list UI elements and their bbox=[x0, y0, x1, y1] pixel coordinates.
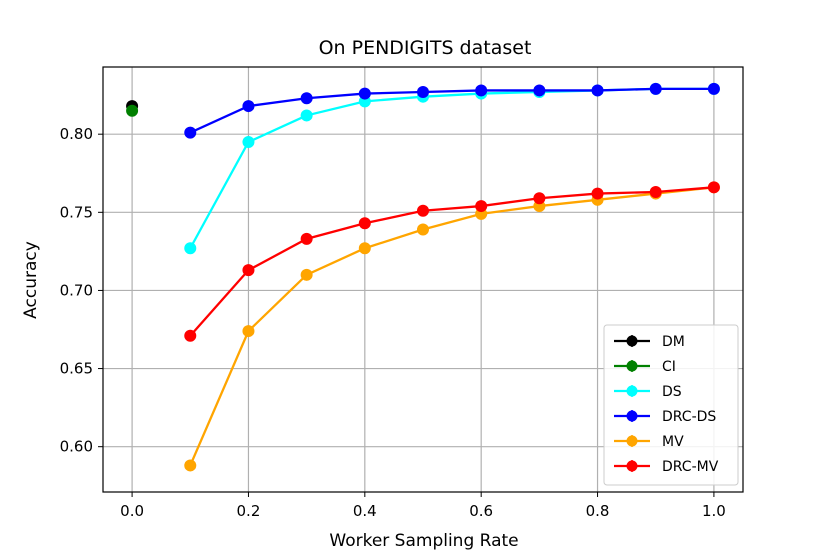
y-tick-label: 0.60 bbox=[60, 438, 93, 456]
data-point-mv bbox=[184, 459, 197, 472]
data-point-drc-ds bbox=[417, 86, 429, 98]
x-axis-label: Worker Sampling Rate bbox=[329, 531, 518, 551]
data-point-mv bbox=[300, 268, 313, 281]
legend-marker bbox=[626, 385, 638, 397]
data-point-drc-ds bbox=[707, 82, 720, 95]
data-point-drc-mv bbox=[707, 181, 720, 194]
legend-marker bbox=[626, 360, 638, 372]
series-ci bbox=[126, 104, 139, 117]
data-point-drc-mv bbox=[475, 200, 488, 213]
series-group bbox=[126, 82, 720, 472]
data-point-mv bbox=[242, 325, 255, 338]
data-point-drc-ds bbox=[242, 100, 255, 113]
chart-title: On PENDIGITS dataset bbox=[319, 37, 532, 59]
data-point-drc-ds bbox=[533, 84, 546, 97]
legend: DM CI DS DRC-DS MV DRC-MV bbox=[603, 324, 739, 486]
legend-label: DM bbox=[662, 334, 685, 350]
series-drc-mv bbox=[184, 181, 720, 342]
y-axis-ticks: 0.60 0.65 0.70 0.75 0.80 bbox=[60, 125, 103, 456]
data-point-drc-ds bbox=[184, 126, 197, 139]
legend-label: MV bbox=[662, 434, 684, 450]
legend-marker bbox=[626, 335, 638, 347]
y-tick-label: 0.70 bbox=[60, 281, 93, 299]
data-point-drc-mv bbox=[358, 217, 371, 230]
legend-marker bbox=[626, 435, 638, 447]
legend-entry-mv: MV bbox=[614, 434, 684, 450]
x-tick-label: 0.0 bbox=[120, 502, 144, 520]
data-point-drc-mv bbox=[300, 232, 313, 245]
legend-marker bbox=[626, 460, 638, 472]
data-point-drc-ds bbox=[475, 84, 488, 97]
y-tick-label: 0.80 bbox=[60, 125, 93, 143]
x-tick-label: 0.6 bbox=[469, 502, 493, 520]
data-point-drc-mv bbox=[417, 204, 429, 217]
data-point-drc-ds bbox=[300, 92, 313, 105]
legend-label: DS bbox=[662, 384, 682, 400]
data-point-drc-mv bbox=[591, 187, 604, 200]
y-axis-label: Accuracy bbox=[21, 241, 41, 319]
x-tick-label: 1.0 bbox=[702, 502, 726, 520]
x-tick-label: 0.2 bbox=[237, 502, 261, 520]
data-point-drc-ds bbox=[358, 87, 371, 100]
x-tick-label: 0.4 bbox=[353, 502, 377, 520]
data-point-drc-mv bbox=[533, 192, 546, 205]
data-point-drc-mv bbox=[649, 186, 662, 198]
legend-entry-ds: DS bbox=[614, 384, 682, 400]
series-line-drc-mv bbox=[189, 186, 715, 337]
x-axis-ticks: 0.0 0.2 0.4 0.6 0.8 1.0 bbox=[120, 492, 726, 520]
series-line-ds bbox=[189, 87, 714, 249]
legend-label: DRC-DS bbox=[662, 409, 716, 425]
y-tick-label: 0.75 bbox=[60, 203, 93, 221]
data-point-drc-ds bbox=[591, 84, 604, 97]
data-point-drc-mv bbox=[184, 329, 197, 342]
legend-entry-drc-mv: DRC-MV bbox=[614, 459, 719, 475]
series-line-drc-ds bbox=[189, 87, 714, 134]
data-point-ds bbox=[184, 242, 197, 255]
data-point-mv bbox=[417, 223, 429, 236]
legend-entry-dm: DM bbox=[614, 334, 685, 350]
x-tick-label: 0.8 bbox=[586, 502, 610, 520]
data-point-ds bbox=[242, 136, 255, 148]
series-drc-ds bbox=[184, 82, 720, 139]
data-point-drc-ds bbox=[649, 82, 662, 95]
y-tick-label: 0.65 bbox=[60, 360, 93, 378]
data-point-drc-mv bbox=[242, 264, 255, 277]
legend-marker bbox=[626, 410, 638, 422]
series-line-mv bbox=[189, 186, 715, 466]
legend-label: DRC-MV bbox=[662, 459, 719, 475]
series-ds bbox=[184, 82, 720, 255]
legend-entry-drc-ds: DRC-DS bbox=[614, 409, 716, 425]
data-point-ds bbox=[300, 109, 313, 122]
legend-entry-ci: CI bbox=[614, 359, 676, 375]
plot-frame bbox=[102, 66, 744, 493]
data-point-mv bbox=[358, 242, 371, 255]
legend-label: CI bbox=[662, 359, 676, 375]
data-point-ci bbox=[126, 104, 139, 117]
